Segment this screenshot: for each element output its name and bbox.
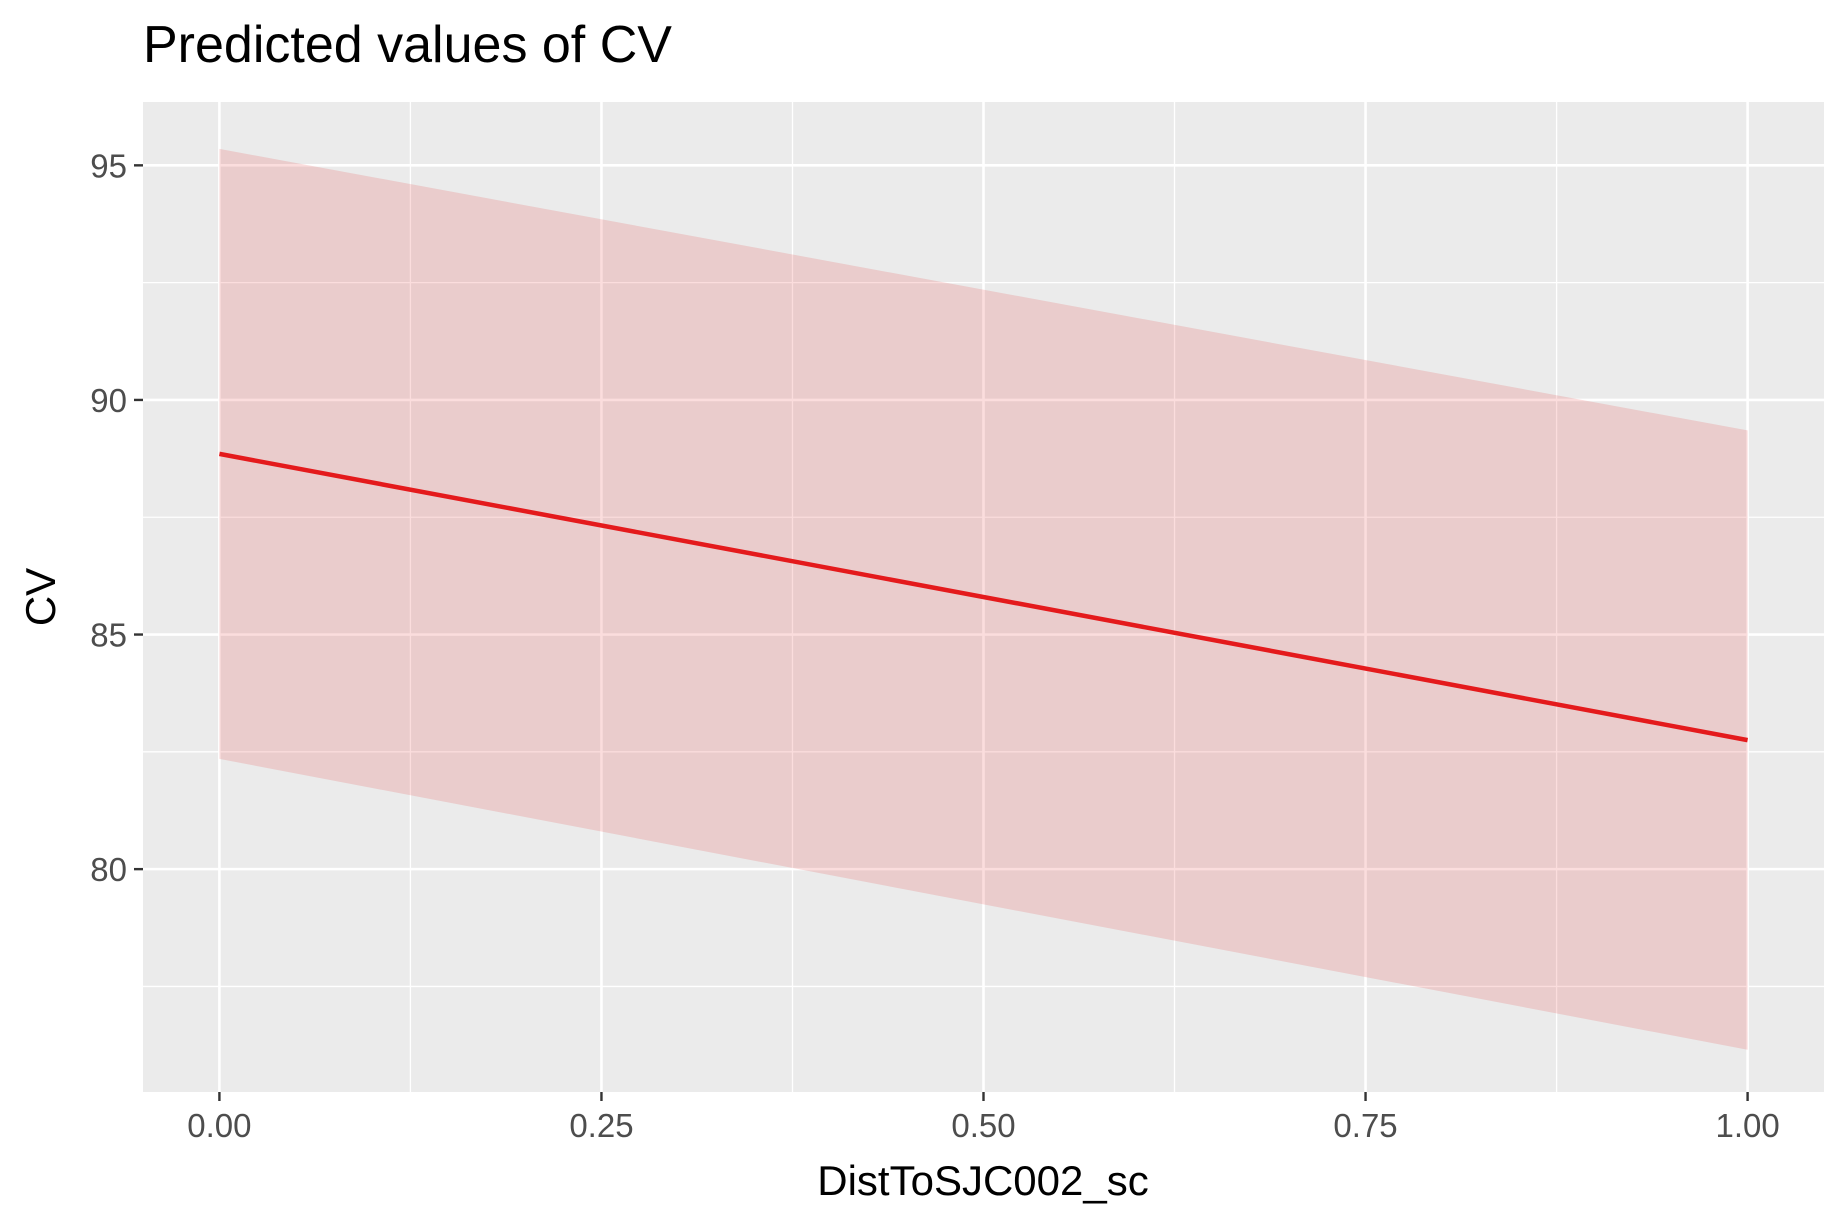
y-tick-label: 80 — [90, 851, 127, 888]
confidence-ribbon — [219, 148, 1748, 1050]
confidence-ribbons — [219, 148, 1748, 1050]
y-tick-label: 95 — [90, 147, 127, 184]
x-tick-label: 0.00 — [187, 1107, 251, 1144]
y-axis-title: CV — [17, 568, 64, 626]
y-tick-label: 85 — [90, 617, 127, 654]
prediction-line — [218, 451, 1749, 743]
prediction-lines — [218, 451, 1749, 743]
x-tick-label: 0.50 — [951, 1107, 1015, 1144]
x-tick-label: 0.75 — [1333, 1107, 1397, 1144]
x-tick-label: 0.25 — [569, 1107, 633, 1144]
y-axis-ticks: 80 85 90 95 — [90, 147, 143, 888]
x-tick-label: 1.00 — [1715, 1107, 1779, 1144]
y-tick-label: 90 — [90, 382, 127, 419]
x-axis-ticks: 0.00 0.25 0.50 0.75 1.00 — [187, 1092, 1780, 1144]
x-axis-title: DistToSJC002_sc — [817, 1157, 1148, 1204]
chart-title: Predicted values of CV — [143, 16, 672, 74]
